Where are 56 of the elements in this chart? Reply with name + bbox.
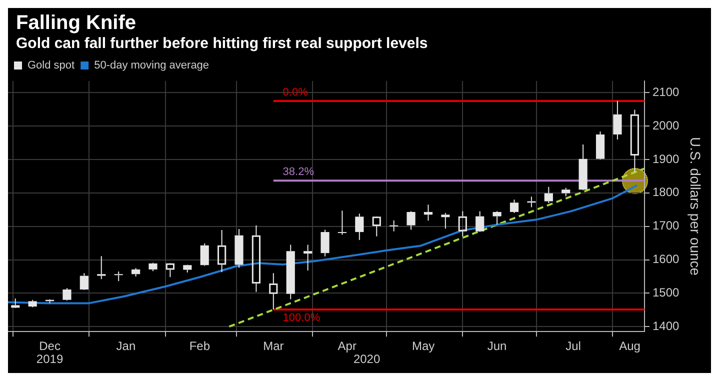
candlestick bbox=[286, 244, 295, 300]
candlestick bbox=[338, 210, 347, 236]
y-tick-label: 2100 bbox=[652, 85, 680, 100]
candlestick bbox=[131, 268, 140, 277]
candlestick bbox=[544, 186, 553, 204]
annotation: 100.0% bbox=[282, 312, 320, 324]
candlestick bbox=[200, 242, 209, 266]
x-tick-label: Jun bbox=[487, 339, 507, 354]
candlestick bbox=[492, 212, 502, 226]
candlestick bbox=[578, 144, 588, 190]
candlestick bbox=[510, 199, 519, 214]
candlestick bbox=[80, 272, 88, 290]
candlestick bbox=[355, 213, 364, 241]
candlestick bbox=[424, 204, 433, 222]
candlestick bbox=[97, 256, 106, 280]
y-tick-label: 1500 bbox=[652, 285, 680, 300]
candlestick bbox=[304, 244, 312, 271]
legend-label: Gold spot bbox=[28, 60, 75, 72]
x-tick-label: Jul bbox=[566, 339, 581, 354]
candlestick bbox=[234, 228, 244, 268]
candlestick bbox=[62, 288, 72, 300]
candlestick bbox=[613, 100, 622, 140]
y-tick-label: 1900 bbox=[652, 152, 680, 166]
y-tick-label: 1700 bbox=[652, 218, 680, 233]
candlestick bbox=[458, 210, 467, 237]
candlestick bbox=[166, 263, 174, 278]
annotation: 38.2% bbox=[282, 166, 314, 178]
y-tick-label: 1600 bbox=[652, 252, 680, 266]
candlestick bbox=[390, 220, 398, 232]
candlestick bbox=[630, 109, 639, 172]
x-tick-label: Apr bbox=[338, 339, 356, 354]
text: 2019 bbox=[36, 352, 64, 366]
chart-title: Falling Knife bbox=[15, 11, 137, 34]
chart-subtitle: Gold can fall further before hitting first real support levels bbox=[15, 34, 429, 54]
candlestick bbox=[218, 230, 226, 273]
x-tick-label: Mar bbox=[263, 339, 284, 354]
candlestick bbox=[406, 212, 416, 230]
x-tick-label: May bbox=[412, 339, 435, 354]
candlestick bbox=[269, 272, 278, 310]
candlestick bbox=[252, 224, 261, 292]
candlestick bbox=[562, 187, 570, 197]
candlestick bbox=[320, 229, 330, 257]
x-tick-label: Jan bbox=[116, 339, 136, 354]
x-tick-label: Dec bbox=[39, 339, 60, 354]
x-tick-label: Feb bbox=[189, 339, 210, 354]
candlestick bbox=[372, 216, 381, 237]
y-tick-label: 1800 bbox=[652, 185, 680, 200]
candlestick bbox=[441, 212, 450, 230]
y-axis-title: U.S. dollars per ounce bbox=[688, 137, 704, 276]
y-tick-label: 2000 bbox=[652, 118, 680, 132]
text: 2020 bbox=[353, 352, 380, 366]
x-tick-label: Aug bbox=[619, 339, 640, 354]
annotation: 0.0% bbox=[282, 86, 308, 99]
candlestick bbox=[114, 270, 123, 282]
y-tick-label: 1400 bbox=[652, 318, 680, 333]
legend-label: 50-day moving average bbox=[94, 60, 210, 72]
